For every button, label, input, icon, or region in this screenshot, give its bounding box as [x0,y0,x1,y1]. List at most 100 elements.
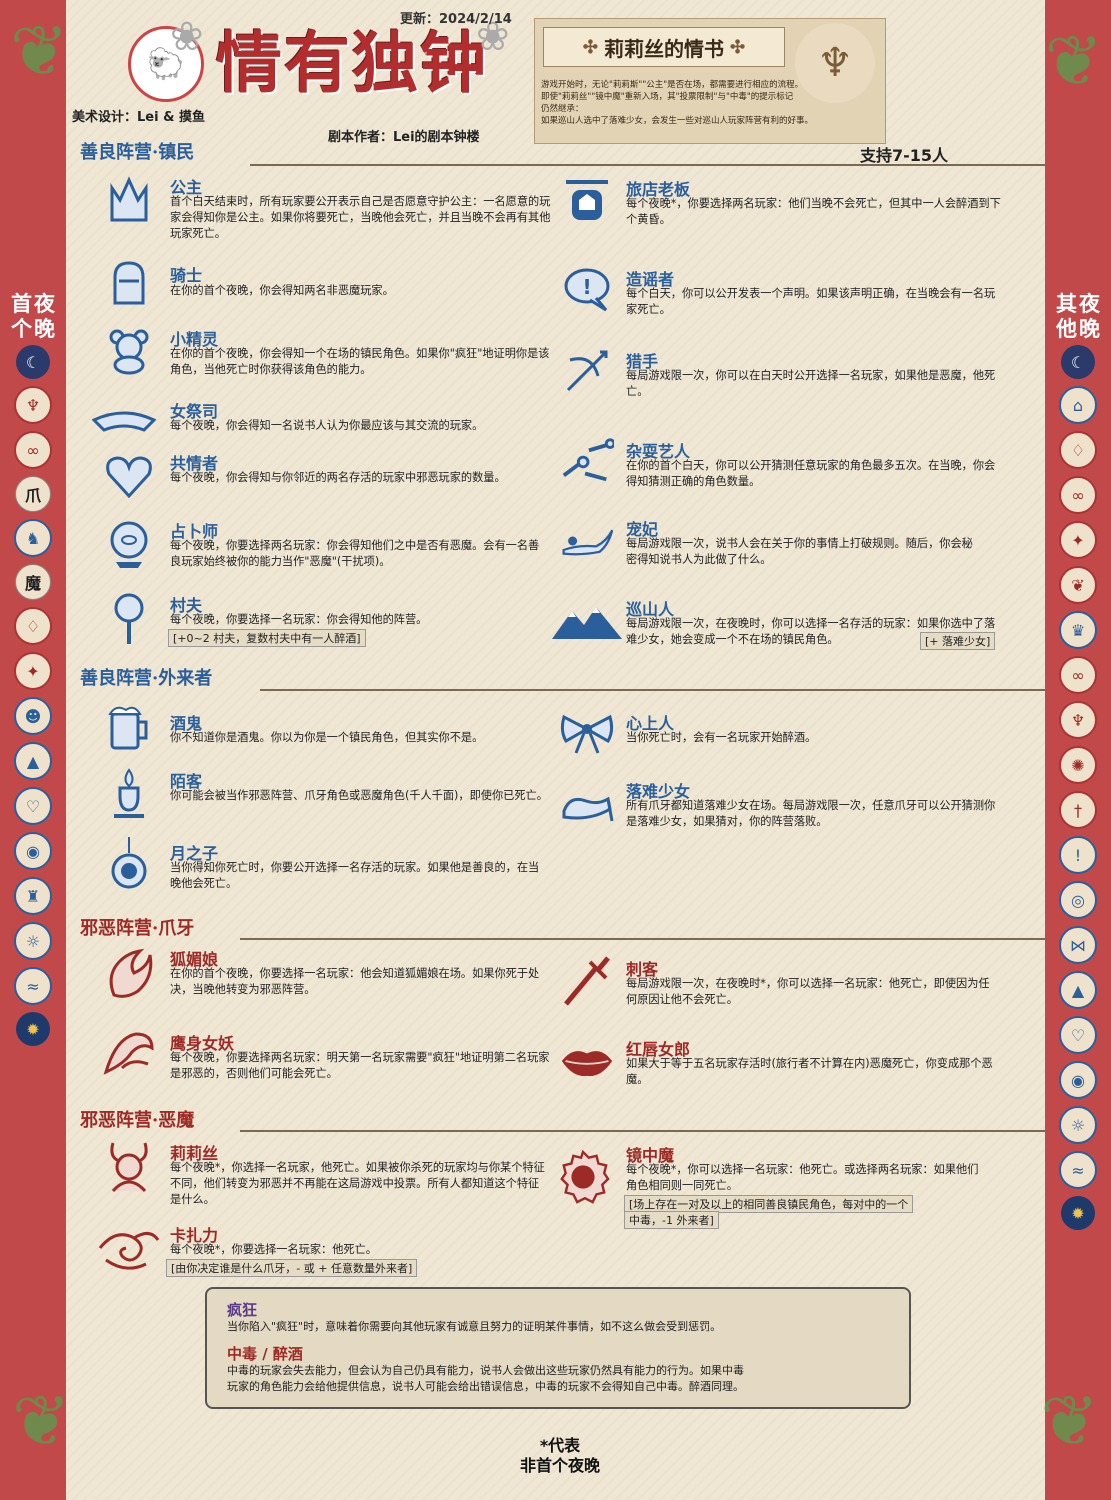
empath-icon: ♡ [1059,1016,1097,1054]
side-char: 其 [1056,292,1077,316]
banner-line: 仍然继承： [541,104,584,114]
ranger-icon: ▲ [14,742,52,780]
role-hunter: 猎手 每局游戏限一次，你可以在白天时公开选择一名玩家，如果他是恶魔，他死亡。 [560,344,1010,404]
moon-icon: ☾ [1061,345,1095,379]
harpy-icon: ♢ [1059,431,1097,469]
role-desc: 当你得知你死亡时，你要公开选择一名存活的玩家。如果他是善良的，在当晚他会死亡。 [170,861,540,890]
juggling-pins-icon [560,434,614,488]
role-mirror-demon: 镜中魔 每个夜晚*，你可以选择一名玩家：他死亡。或选择两名玩家：如果他们角色相同… [556,1142,1010,1232]
role-sweetheart: 心上人 当你死亡时，会有一名玩家开始醉酒。 [560,706,1010,756]
role-name: 鹰身女妖 [170,1034,235,1053]
left-border: 首夜 个晚 ☾ ♆ ∞ 爪 ♞ 魔 ♢ ✦ ☻ ▲ ♡ ◉ ♜ ☼ ≈ ✹ [0,0,66,1500]
update-date: 更新：2024/2/14 [400,12,512,27]
section-minions: 邪恶阵营·爪牙 [80,918,195,939]
leaf-decoration-icon: ❦ [1040,1380,1099,1462]
role-stranger: 陌客 你可能会被当作邪恶阵营、爪牙角色或恶魔角色(千人千面)，即使你已死亡。 [102,766,562,826]
vixen-icon: ✦ [14,652,52,690]
role-name: 狐媚娘 [170,950,219,969]
role-assassin: 刺客 每局游戏限一次，在夜晚时*，你可以选择一名玩家：他死亡，即使因为任何原因让… [560,954,1010,1014]
pendant-icon [102,836,156,890]
kazali-icon: ∞ [14,431,52,469]
lipstick-icon: ❦ [1059,566,1097,604]
knight-icon [102,256,156,310]
right-border: 其夜 他晚 ☾ ⌂ ♢ ∞ ✦ ❦ ♛ ∞ ♆ ✺ † ! ◎ ⋈ ▲ ♡ ◉ … [1045,0,1111,1500]
crystal-ball-icon [102,518,156,572]
role-desc: 每个夜晚*，你选择一名玩家，他死亡。如果被你杀死的玩家均与你某个特征不同，他们转… [170,1161,545,1206]
first-night-order: ☾ ♆ ∞ 爪 ♞ 魔 ♢ ✦ ☻ ▲ ♡ ◉ ♜ ☼ ≈ ✹ [0,345,66,1053]
player-count: 支持7-15人 [860,146,949,165]
section-outsiders: 善良阵营·外来者 [80,668,213,689]
role-drunk: 酒鬼 你不知道你是酒鬼。你以为你是一个镇民角色，但其实你不是。 [102,700,562,760]
section-divider [260,689,1045,691]
empath-icon: ♡ [14,787,52,825]
glossary-term-poison: 中毒 / 醉酒 [227,1345,303,1363]
sheep-avatar-icon: 🐑 [128,26,204,102]
side-char: 个 [11,317,32,341]
role-fortune-teller: 占卜师 每个夜晚，你要选择两名玩家：你会得知他们之中是否有恶魔。会有一名善良玩家… [102,518,562,580]
sweetheart-icon: ⋈ [1059,926,1097,964]
section-demons: 邪恶阵营·恶魔 [80,1110,195,1131]
footer-line: 非首个夜晚 [519,1456,600,1475]
banner-title-text: 莉莉丝的情书 [604,36,724,61]
fortune-icon: ◉ [1059,1061,1097,1099]
cherub-icon: ❀ [476,14,510,60]
princess-icon: ♛ [1059,611,1097,649]
kazali-icon: ∞ [1059,656,1097,694]
glossary-box: 疯狂 当你陷入"疯狂"时，意味着你需要向其他玩家有诚意且努力的证明某件事情，如不… [205,1287,911,1409]
wax-seal-icon [556,1149,610,1204]
side-char: 夜 [34,292,55,316]
leaf-decoration-icon: ❦ [10,10,69,92]
role-desc: 每个夜晚*，你要选择一名玩家：他死亡。 [170,1243,377,1256]
role-desc: 每个夜晚*，你要选择两名玩家：他们当晚不会死亡，但其中一人会醉酒到下个黄昏。 [626,197,1001,226]
mirror-icon: ✺ [1059,746,1097,784]
page-title: 情有独钟 [216,24,488,102]
role-princess: 公主 首个白天结束时，所有玩家要公开表示自己是否愿意守护公主：一名愿意的玩家会得… [102,174,562,244]
role-note: [场上存在一对及以上的相同善良镇民角色，每对中的一个 [624,1195,914,1213]
role-name: 宠妃 [626,520,659,539]
role-name: 酒鬼 [170,714,203,733]
innkeeper-icon: ⌂ [1059,386,1097,424]
role-desc: 每个夜晚，你要选择一名玩家：你会得知他的阵营。 [170,613,428,626]
glossary-text: 当你陷入"疯狂"时，意味着你需要向其他玩家有诚意且努力的证明某件事情，如不这么做… [227,1320,722,1333]
lilith-horned-icon [102,1140,156,1194]
section-divider [250,164,1045,166]
role-rumormonger: ! 造谣者 每个白天，你可以公开发表一个声明。如果该声明正确，在当晚会有一名玩家… [560,262,1010,322]
ornament-icon: ✣ [582,36,598,58]
red-lips-icon [560,1034,614,1088]
role-note: [+ 落难少女] [920,632,996,650]
role-desc: 在你的首个白天，你可以公开猜测任意玩家的角色最多五次。在当晚，你会得知猜测正确的… [626,459,996,488]
role-desc: 在你的首个夜晚，你会得知两名非恶魔玩家。 [170,284,394,297]
art-credit: 美术设计：Lei & 摸鱼 [72,110,205,125]
side-char: 晚 [34,317,55,341]
role-name: 心上人 [626,714,675,733]
sun-icon: ✹ [16,1012,50,1046]
villager-icon: ☼ [1059,1106,1097,1144]
role-desc: 每个夜晚*，你可以选择一名玩家：他死亡。或选择两名玩家：如果他们角色相同则一同死… [626,1163,979,1192]
section-divider [240,1130,1045,1132]
banner-line: 即使"莉莉丝""镜中魔"重新入场，其"投票限制"与"中毒"的提示标记 [541,92,794,102]
banner-line: 如果巡山人选中了落难少女，会发生一些对巡山人玩家阵营有利的好事。 [541,116,814,126]
role-damsel: 落难少女 所有爪牙都知道落难少女在场。每局游戏限一次，任意爪牙可以公开猜测你是落… [560,774,1010,834]
lilith-portrait-icon: ♆ [795,23,875,103]
side-char: 首 [11,292,32,316]
lilith-icon: ♆ [1059,701,1097,739]
role-name: 月之子 [170,844,219,863]
author-credit: 剧本作者：Lei的剧本钟楼 [328,130,480,145]
speech-bubble-icon: ! [560,262,614,316]
role-desc: 每局游戏限一次，在夜晚时，你可以选择一名存活的玩家：如果你选中了落难少女，她会变… [626,617,996,646]
role-desc: 每个夜晚，你要选择两名玩家：你会得知他们之中是否有恶魔。会有一名善良玩家始终被你… [170,539,540,568]
role-kazali: 卡扎力 每个夜晚*，你要选择一名玩家：他死亡。 [由你决定谁是什么爪牙，- 或 … [96,1222,566,1278]
vixen-icon: ✦ [1059,521,1097,559]
rumor-icon: ! [1059,836,1097,874]
role-desc: 每局游戏限一次，说书人会在关于你的事情上打破规则。随后，你会秘密得知说书人为此做… [626,537,973,566]
harpy-wings-icon [102,1026,156,1080]
bow-ribbon-icon [560,706,614,760]
role-desc: 当你死亡时，会有一名玩家开始醉酒。 [626,731,817,744]
role-desc: 每个夜晚，你会得知一名说书人认为你最应该与其交流的玩家。 [170,419,484,432]
role-innkeeper: 旅店老板 每个夜晚*，你要选择两名玩家：他们当晚不会死亡，但其中一人会醉酒到下个… [560,174,1010,234]
leaf-decoration-icon: ❦ [12,1380,71,1462]
elf-icon: ☻ [14,697,52,735]
leaf-decoration-icon: ❦ [1044,20,1103,102]
parchment-background [66,0,1045,1500]
harpy-icon: ♢ [14,607,52,645]
